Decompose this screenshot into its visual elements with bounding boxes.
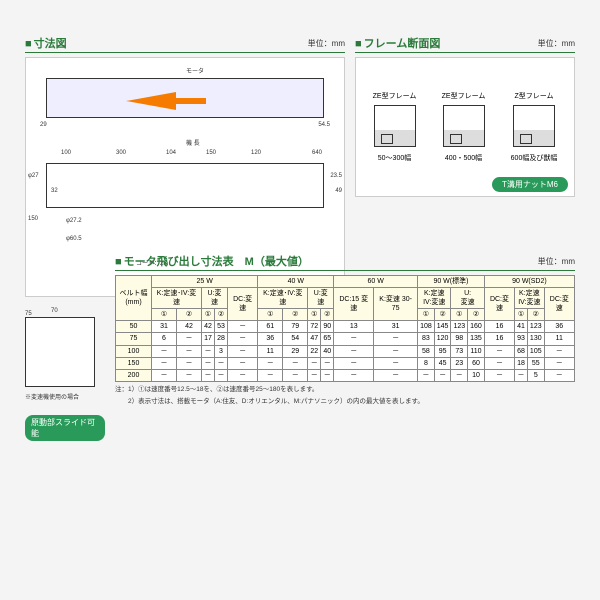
dimension-header: 寸法図 単位：mm (25, 35, 345, 53)
frame-header: フレーム断面図 単位：mm (355, 35, 575, 53)
footnote-2: 2）表示寸法は、搭載モータ（A:住友、D:オリエンタル、M:パナソニック）の内の… (115, 397, 575, 406)
table-row: 150－－－－－－－－－－－8452360－1855－ (116, 357, 575, 369)
frame-ze-1: ZE型フレーム 50～300幅 (373, 91, 417, 163)
t-slot-badge: T溝用ナットM6 (492, 177, 568, 192)
frame-section-diagram: ZE型フレーム 50～300幅 ZE型フレーム 400・500幅 Z型フレーム … (355, 57, 575, 197)
table-row: 100－－－3－11292240－－589573110－68105－ (116, 345, 575, 357)
dimension-title: 寸法図 (25, 35, 67, 51)
side-view-box: 70 (25, 317, 95, 387)
frame-title: フレーム断面図 (355, 35, 440, 51)
motor-label: モータ (186, 66, 204, 75)
frame-unit: 単位：mm (538, 38, 575, 49)
dimension-unit: 単位：mm (308, 38, 345, 49)
frame-z: Z型フレーム 600幅及び獣幅 (511, 91, 558, 163)
belt-width-header: ベルト幅 (mm) (116, 276, 152, 321)
conveyor-bottom-view (46, 163, 324, 208)
motor-table-header: モータ飛び出し寸法表 M（最大値） 単位：mm (115, 253, 575, 271)
frame-ze-2: ZE型フレーム 400・500幅 (442, 91, 486, 163)
frame-profile-icon (513, 105, 555, 147)
motor-table-title: モータ飛び出し寸法表 M（最大値） (115, 253, 309, 269)
table-row: 5031424253－61797290133110814512316016411… (116, 321, 575, 333)
direction-arrow-icon (126, 92, 176, 110)
side-extra-diagram: 75 70 ※変速機使用の場合 原動部スライド可能 (25, 307, 105, 441)
frame-profile-icon (443, 105, 485, 147)
motor-table-unit: 単位：mm (538, 256, 575, 267)
table-row: 200－－－－－－－－－－－－－－10－－5－ (116, 369, 575, 381)
frame-profile-icon (374, 105, 416, 147)
footnote-1: 注：1）①は速度番号12.5～18を、②は速度番号25～180を表します。 (115, 385, 575, 394)
slide-badge: 原動部スライド可能 (25, 415, 105, 441)
motor-dimension-table: ベルト幅 (mm) 25 W 40 W 60 W 90 W(標準) 90 W(S… (115, 275, 575, 382)
table-row: 756－1728－36544765－－8312098135169313011 (116, 333, 575, 345)
